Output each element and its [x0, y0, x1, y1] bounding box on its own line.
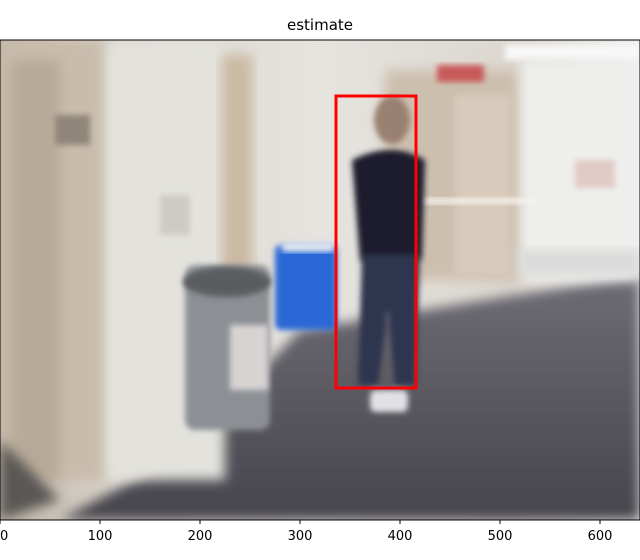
x-tick-label: 400	[388, 529, 413, 544]
x-axis-ticks: 0 100 200 300 400 500 600	[0, 520, 612, 544]
figure-title: estimate	[286, 16, 353, 34]
estimate-bounding-box	[334, 94, 418, 390]
x-tick-label: 200	[188, 529, 213, 544]
x-tick-label: 600	[588, 529, 613, 544]
x-tick-label: 0	[0, 529, 8, 544]
x-tick-label: 100	[88, 529, 113, 544]
axes-frame	[0, 39, 640, 521]
hallway-photo	[0, 40, 640, 520]
x-tick-label: 300	[288, 529, 313, 544]
x-tick-label: 500	[488, 529, 513, 544]
